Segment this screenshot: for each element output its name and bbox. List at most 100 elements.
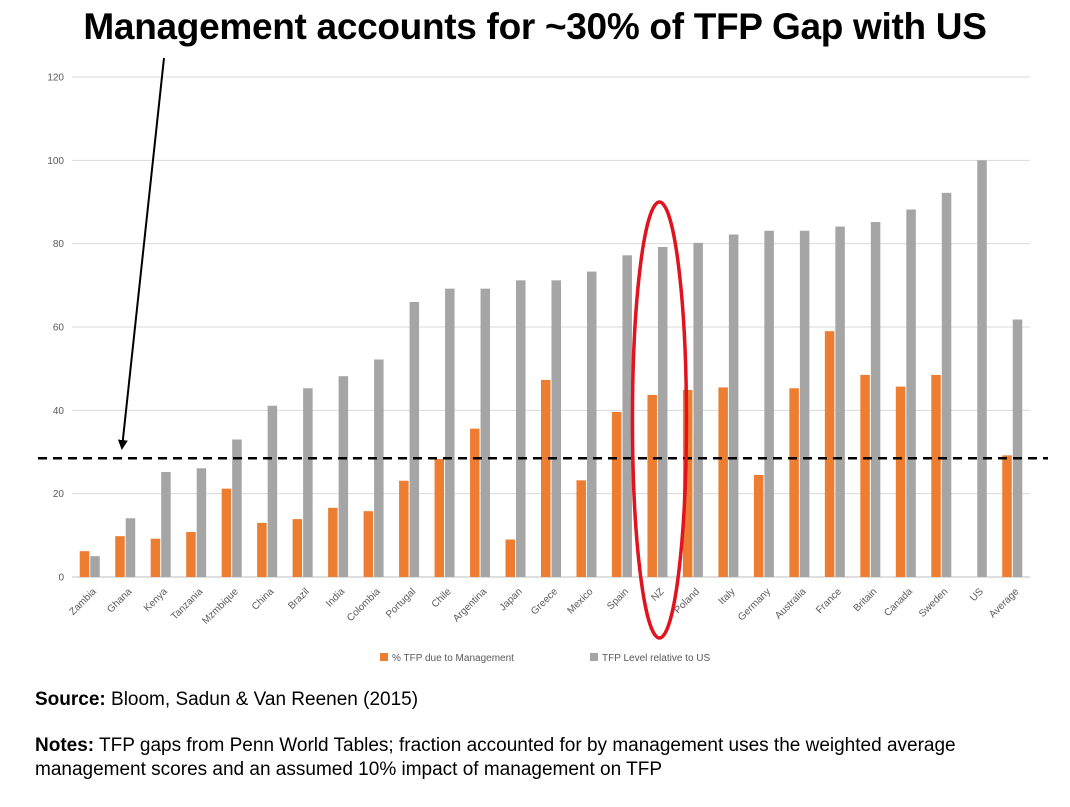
bar-tfp-level [445, 288, 455, 577]
bar-tfp-level [267, 405, 278, 577]
bar-management [576, 480, 586, 577]
bar-management [931, 374, 941, 577]
bar-tfp-level [338, 376, 349, 577]
bar-tfp-level [835, 226, 845, 578]
bar-tfp-level [480, 288, 491, 577]
bar-tfp-level [551, 280, 561, 577]
bar-tfp-level [693, 242, 703, 578]
x-tick-label: Brazil [286, 586, 311, 611]
x-tick-label: Mexico [565, 586, 595, 616]
bar-management [860, 374, 870, 577]
bar-management [363, 511, 374, 577]
x-tick-label: Tanzania [169, 586, 205, 622]
bar-tfp-level [196, 468, 207, 577]
bar-management [789, 388, 799, 577]
bar-management [1002, 455, 1012, 577]
notes-text: TFP gaps from Penn World Tables; fractio… [35, 735, 956, 780]
bar-tfp-level [586, 271, 597, 577]
bar-tfp-level [1012, 319, 1023, 577]
x-tick-label: Argentina [451, 586, 489, 624]
x-tick-label: Spain [605, 586, 631, 612]
annotation-arrow [117, 57, 165, 450]
source-note: Source: Bloom, Sadun & Van Reenen (2015) [35, 689, 418, 711]
bar-management [115, 536, 125, 577]
bar-chart: 0 20 40 60 80 100 120 Zambia Ghana Kenya Tanzania… [38, 57, 1048, 664]
bar-management [79, 551, 90, 577]
notes-label: Notes: [35, 735, 95, 756]
y-tick-label: 0 [58, 573, 64, 584]
bar-management [399, 480, 409, 577]
x-tick-label: Australia [773, 586, 809, 622]
highlight-ellipse-nz [630, 200, 689, 640]
legend: % TFP due to Management TFP Level relativ… [380, 653, 711, 664]
bar-tfp-level [516, 280, 526, 577]
annotations [38, 57, 1048, 640]
x-tick-label: Canada [882, 586, 915, 619]
bar-tfp-level [728, 234, 739, 577]
y-tick-label: 80 [53, 239, 65, 250]
bar-tfp-level [161, 472, 171, 577]
y-tick-label: 40 [53, 406, 65, 417]
bar-tfp-level [409, 302, 420, 577]
x-tick-label: Japan [498, 586, 525, 613]
bar-tfp-level [232, 439, 242, 577]
bar-management [257, 522, 267, 577]
x-tick-label: Germany [736, 586, 773, 623]
x-tick-label: Zambia [67, 586, 99, 618]
legend-swatch-management [380, 653, 388, 661]
x-tick-label: Ghana [105, 586, 134, 615]
bar-management [647, 394, 657, 577]
bars [79, 160, 1023, 578]
bar-management [824, 331, 835, 577]
y-tick-label: 120 [47, 73, 64, 84]
bar-tfp-level [90, 556, 100, 577]
bar-management [328, 507, 338, 577]
bar-management [434, 459, 445, 577]
bar-tfp-level [799, 230, 810, 577]
notes: Notes: TFP gaps from Penn World Tables; … [35, 734, 1035, 782]
bar-tfp-level [303, 388, 313, 577]
y-axis-ticks: 0 20 40 60 80 100 120 [47, 73, 64, 584]
bar-management [221, 488, 232, 577]
source-text: Bloom, Sadun & Van Reenen (2015) [105, 689, 419, 710]
bar-tfp-level [764, 230, 774, 577]
x-tick-label: NZ [649, 586, 666, 603]
bar-management [505, 539, 516, 577]
bar-management [682, 389, 693, 577]
bar-management [895, 386, 906, 577]
bar-management [611, 412, 622, 577]
bar-tfp-level [657, 247, 668, 577]
bar-tfp-level [374, 359, 384, 577]
bar-management [150, 538, 161, 577]
x-tick-label: Greece [529, 586, 560, 617]
x-tick-label: France [814, 586, 844, 616]
legend-label-tfp: TFP Level relative to US [602, 653, 711, 664]
bar-tfp-level [906, 209, 916, 577]
y-tick-label: 100 [47, 156, 64, 167]
bar-management [470, 428, 480, 577]
y-tick-label: 20 [53, 489, 65, 500]
x-tick-label: Portugal [384, 586, 418, 620]
bar-management [753, 474, 764, 577]
x-tick-label: Britain [852, 586, 880, 614]
legend-swatch-tfp [590, 653, 598, 661]
bar-tfp-level [977, 160, 987, 578]
x-tick-label: Average [987, 586, 1021, 620]
source-label: Source: [35, 689, 106, 710]
x-tick-label: Italy [717, 586, 738, 607]
bar-management [541, 379, 551, 577]
y-tick-label: 60 [53, 323, 65, 334]
bar-tfp-level [941, 192, 952, 578]
x-tick-label: Chile [430, 586, 454, 610]
bar-tfp-level [622, 255, 632, 578]
chart-title: Management accounts for ~30% of TFP Gap … [83, 6, 987, 47]
bar-management [718, 387, 728, 577]
legend-label-management: % TFP due to Management [392, 653, 514, 664]
bar-management [186, 532, 196, 577]
bar-management [292, 519, 303, 577]
x-tick-label: Sweden [917, 586, 950, 619]
bar-tfp-level [870, 222, 881, 577]
x-tick-label: Kenya [142, 586, 170, 614]
bar-tfp-level [125, 518, 136, 577]
